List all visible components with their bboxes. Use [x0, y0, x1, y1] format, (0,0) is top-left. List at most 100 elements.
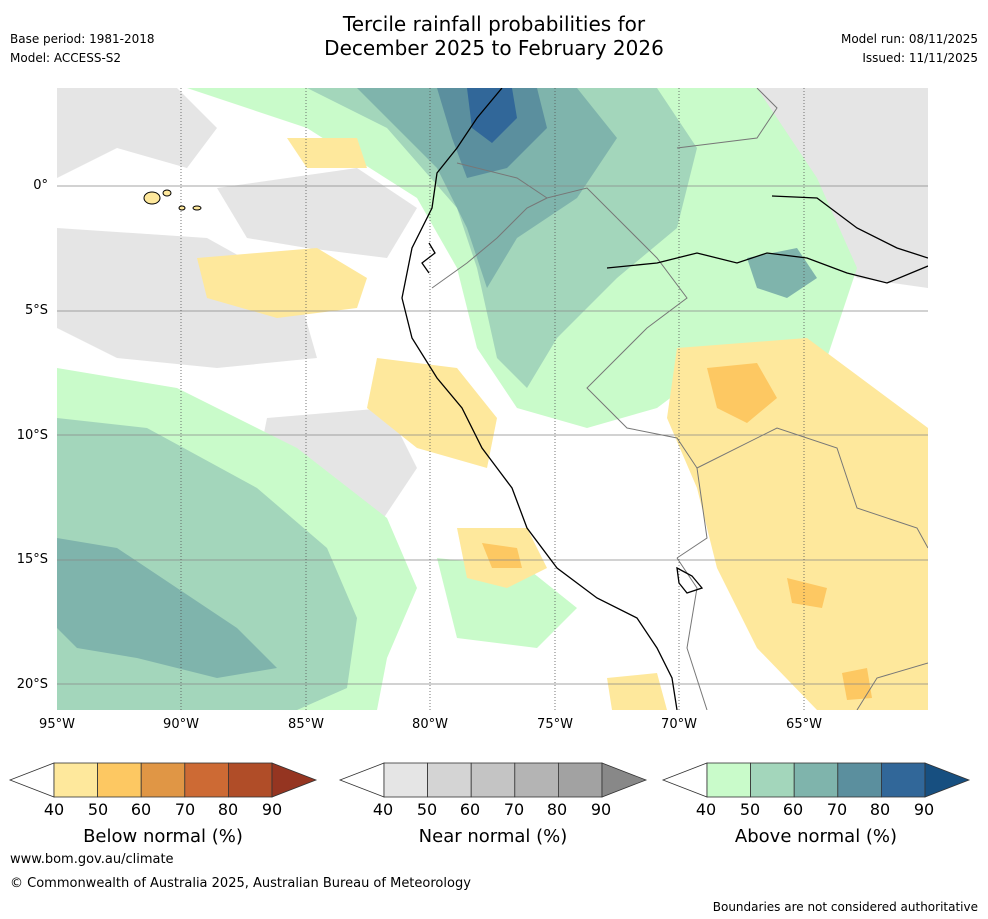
lat-label-15s: 15°S	[16, 552, 48, 567]
near-tick-70: 70	[503, 800, 525, 819]
title-line-1: Tercile rainfall probabilities for	[342, 12, 646, 36]
near-tick-90: 90	[590, 800, 612, 819]
near-tick-40: 40	[372, 800, 394, 819]
forecast-map	[57, 88, 928, 710]
above-region-ne-patch	[747, 248, 817, 298]
lon-label-65w: 65°W	[786, 717, 822, 732]
below-cbar-segment	[97, 762, 142, 798]
below-region-north-small	[287, 138, 367, 168]
below-tick-50: 50	[87, 800, 109, 819]
near-cbar-segment	[427, 762, 472, 798]
above-region-max	[467, 88, 517, 143]
bom-link[interactable]: www.bom.gov.au/climate	[10, 852, 174, 867]
near-cbar-segment	[383, 762, 428, 798]
above-normal-label: Above normal (%)	[734, 826, 898, 847]
island-isabela	[143, 191, 161, 205]
lat-label-5s: 5°S	[24, 303, 48, 318]
model-run: Model run: 08/11/2025	[840, 32, 978, 46]
copyright-notice: © Commonwealth of Australia 2025, Austra…	[10, 876, 471, 891]
country-borders	[431, 88, 928, 710]
near-region-ne	[747, 88, 928, 288]
above-tick-90: 90	[913, 800, 935, 819]
border-east	[696, 427, 928, 549]
title-line-2: December 2025 to February 2026	[324, 36, 664, 60]
above-normal-regions	[57, 88, 857, 710]
coast-gulf	[421, 242, 436, 274]
near-normal-label: Near normal (%)	[418, 826, 568, 847]
lon-label-90w: 90°W	[163, 717, 199, 732]
above-tick-60: 60	[782, 800, 804, 819]
below-region-east	[667, 338, 928, 710]
above-cbar-segment	[881, 762, 926, 798]
colorbar-near	[338, 762, 648, 798]
galapagos-islands	[143, 189, 202, 211]
below-cbar-segment	[140, 762, 186, 798]
lon-label-70w: 70°W	[661, 717, 697, 732]
near-cbar-segment	[470, 762, 516, 798]
near-region-central-north	[217, 168, 417, 258]
above-cbar-segment	[750, 762, 795, 798]
lat-label-20s: 20°S	[16, 677, 48, 692]
below-normal-regions	[197, 138, 928, 710]
lake-titicaca	[676, 566, 704, 594]
issued-date: Issued: 11/11/2025	[862, 51, 978, 65]
below-region-bottom	[607, 673, 667, 710]
map-svg	[57, 88, 928, 710]
near-cbar-segment	[514, 762, 559, 798]
below-region-east-core	[707, 363, 777, 423]
river-north	[771, 195, 928, 259]
lon-label-85w: 85°W	[288, 717, 324, 732]
above-tick-50: 50	[739, 800, 761, 819]
below-cbar-segment	[184, 762, 229, 798]
lon-label-95w: 95°W	[39, 717, 75, 732]
below-tick-70: 70	[174, 800, 196, 819]
island-fernandina	[192, 205, 202, 211]
above-cbar-under-triangle	[661, 762, 708, 798]
near-cbar-segment	[558, 762, 603, 798]
below-tick-40: 40	[43, 800, 65, 819]
above-region-south-strip	[437, 558, 577, 648]
below-tick-90: 90	[261, 800, 283, 819]
boundaries-disclaimer: Boundaries are not considered authoritat…	[712, 900, 978, 914]
border-colombia-venezuela	[676, 88, 778, 149]
below-region-east-core-2	[787, 578, 827, 608]
map-title: Tercile rainfall probabilities for Decem…	[0, 12, 988, 60]
above-cbar-segment	[793, 762, 839, 798]
above-cbar-segment	[837, 762, 882, 798]
below-region-west-band	[197, 248, 367, 318]
near-cbar-under-triangle	[338, 762, 385, 798]
lat-label-0: 0°	[33, 178, 48, 193]
colorbar-above	[661, 762, 971, 798]
below-normal-label: Below normal (%)	[83, 826, 243, 847]
above-region-north-core	[357, 88, 617, 288]
lon-label-80w: 80°W	[412, 717, 448, 732]
below-cbar-over-triangle	[271, 762, 318, 798]
island-san-cristobal	[178, 205, 186, 211]
border-peru-brazil	[586, 217, 708, 559]
coast-pacific	[401, 88, 678, 710]
above-region-sw-core	[57, 538, 277, 678]
above-tick-70: 70	[826, 800, 848, 819]
island-santa-cruz	[162, 189, 172, 197]
above-cbar-segment	[706, 762, 751, 798]
base-period: Base period: 1981-2018	[10, 32, 155, 46]
graticule	[57, 185, 928, 685]
near-tick-80: 80	[546, 800, 568, 819]
near-cbar-over-triangle	[601, 762, 648, 798]
below-region-south-core	[482, 543, 522, 568]
lat-label-10s: 10°S	[16, 428, 48, 443]
colorbars-svg	[8, 762, 971, 798]
colorbar-below	[8, 762, 318, 798]
near-tick-60: 60	[459, 800, 481, 819]
coastline	[401, 88, 928, 710]
below-cbar-under-triangle	[8, 762, 55, 798]
below-cbar-segment	[227, 762, 273, 798]
border-bolivia	[676, 557, 708, 710]
border-peru-ecuador	[431, 197, 548, 289]
above-tick-80: 80	[869, 800, 891, 819]
above-cbar-over-triangle	[924, 762, 971, 798]
model-name: Model: ACCESS-S2	[10, 51, 122, 65]
below-region-coast	[367, 358, 497, 468]
border-southeast	[856, 662, 928, 710]
near-region-nw	[57, 88, 217, 178]
